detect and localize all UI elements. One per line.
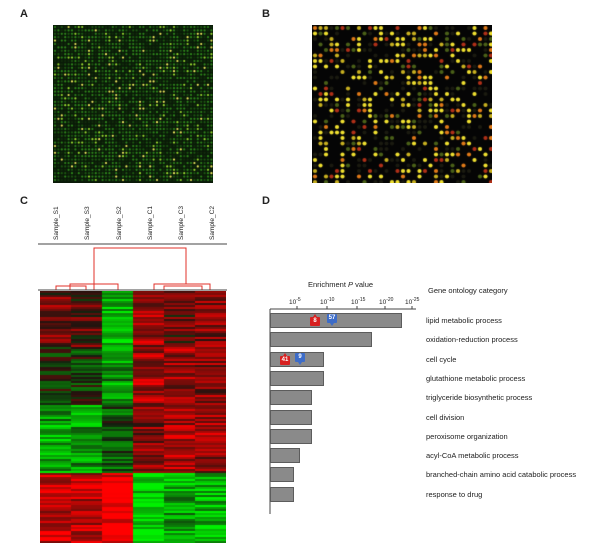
dendrogram-c-branch xyxy=(153,283,211,290)
down-count-badge: 57 xyxy=(327,314,337,326)
tick-label: 10-10 xyxy=(320,297,335,307)
panel-letter-c: C xyxy=(20,195,28,207)
tick-label: 10-5 xyxy=(289,297,301,307)
enrichment-bar xyxy=(270,486,294,502)
category-header: Gene ontology category xyxy=(428,286,508,295)
up-count-badge: 41 xyxy=(280,352,290,365)
tick-label: 10-25 xyxy=(405,297,420,307)
tick-label: 10-15 xyxy=(351,297,366,307)
sample-label: Sample_S3 xyxy=(84,206,91,240)
heatmap xyxy=(40,291,226,543)
enrichment-bar xyxy=(270,467,294,483)
dendrogram-s-branch xyxy=(69,283,119,290)
panel-letter-d: D xyxy=(262,195,270,207)
enrichment-bar xyxy=(270,448,300,464)
tick-label: 10-20 xyxy=(379,297,394,307)
go-category-label: peroxisome organization xyxy=(426,431,508,441)
dendrogram-root-branch xyxy=(93,247,187,290)
panel-letter-a: A xyxy=(20,8,28,20)
sample-label: Sample_C1 xyxy=(147,206,154,240)
microarray-image-b xyxy=(312,25,492,183)
go-category-label: cell cycle xyxy=(426,354,457,364)
sample-label: Sample_C2 xyxy=(209,206,216,240)
go-category-label: acyl-CoA metabolic process xyxy=(426,451,519,461)
go-category-label: glutathione metabolic process xyxy=(426,373,526,383)
up-count-badge: 8 xyxy=(310,314,320,326)
dendrogram-c1-c3-branch xyxy=(163,285,203,290)
go-category-label: lipid metabolic process xyxy=(426,316,502,325)
sample-label: Sample_C3 xyxy=(178,206,185,240)
dendrogram-s1-s3-branch xyxy=(55,285,87,290)
dendrogram xyxy=(38,243,227,291)
go-category-label: oxidation-reduction process xyxy=(426,335,518,345)
enrichment-bar xyxy=(270,390,312,406)
enrichment-bar xyxy=(270,332,372,348)
go-category-label: response to drug xyxy=(426,489,483,499)
down-count-badge: 9 xyxy=(295,352,305,365)
go-category-label: cell division xyxy=(426,412,465,422)
enrichment-bar xyxy=(270,428,312,444)
panel-letter-b: B xyxy=(262,8,270,20)
enrichment-bar xyxy=(270,409,312,425)
enrichment-bar xyxy=(270,370,324,386)
go-category-label: triglyceride biosynthetic process xyxy=(426,393,533,403)
microarray-image-a xyxy=(53,25,213,183)
sample-label: Sample_S1 xyxy=(53,206,60,240)
sample-label: Sample_S2 xyxy=(116,206,123,240)
enrichment-axis-title: Enrichment P value xyxy=(308,280,374,289)
go-category-label: branched-chain amino acid catabolic proc… xyxy=(426,470,577,480)
